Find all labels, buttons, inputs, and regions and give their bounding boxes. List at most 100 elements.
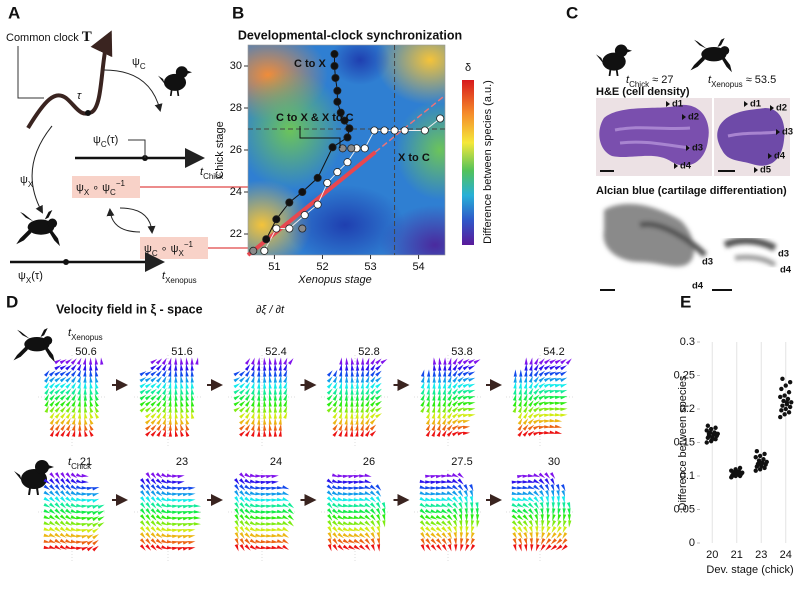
velocity-arrow xyxy=(44,399,49,407)
velocity-arrow xyxy=(156,418,162,425)
velocity-arrow xyxy=(360,405,364,413)
velocity-arrow xyxy=(182,523,191,527)
velocity-arrow xyxy=(348,492,356,496)
velocity-arrow xyxy=(94,399,99,407)
velocity-arrow xyxy=(464,502,468,510)
velocity-arrow xyxy=(266,475,274,479)
data-point xyxy=(713,436,718,442)
velocity-arrow xyxy=(344,429,348,437)
velocity-arrow xyxy=(54,472,61,479)
velocity-arrow xyxy=(185,357,189,365)
velocity-arrow xyxy=(59,526,67,533)
velocity-arrow xyxy=(432,393,436,401)
velocity-arrow xyxy=(89,405,94,413)
frog-icon xyxy=(13,328,55,363)
velocity-arrow xyxy=(43,484,51,490)
text: Common clock xyxy=(6,32,82,44)
velocity-arrow xyxy=(54,406,61,413)
velocity-arrow xyxy=(145,544,152,551)
velocity-arrow xyxy=(273,381,277,389)
velocity-arrow xyxy=(162,399,167,407)
text: −1 xyxy=(116,179,126,188)
velocity-arrow xyxy=(358,521,366,526)
velocity-arrow xyxy=(541,532,546,540)
psi-x-tau-label: ψX(τ) xyxy=(18,270,43,285)
velocity-arrow xyxy=(92,492,100,497)
velocity-arrow xyxy=(342,509,351,513)
clock-curve xyxy=(26,30,113,130)
velocity-arrow xyxy=(364,479,372,483)
limb-tissue xyxy=(717,108,785,166)
velocity-arrow xyxy=(462,371,470,377)
velocity-arrow xyxy=(556,490,560,498)
velocity-arrow xyxy=(457,407,465,413)
velocity-arrow xyxy=(359,544,366,551)
velocity-arrow xyxy=(446,418,453,425)
velocity-arrow xyxy=(156,423,162,431)
velocity-arrow xyxy=(156,364,163,371)
velocity-arrow xyxy=(446,502,454,509)
velocity-arrow xyxy=(426,387,430,395)
velocity-arrow xyxy=(468,383,476,388)
velocity-arrow xyxy=(437,393,441,401)
velocity-arrow xyxy=(150,502,157,509)
velocity-arrow xyxy=(468,377,476,382)
velocity-arrow xyxy=(54,478,61,485)
velocity-arrow xyxy=(233,389,241,395)
velocity-arrow xyxy=(551,526,557,534)
velocity-arrow xyxy=(60,484,66,491)
velocity-arrow xyxy=(251,423,255,431)
velocity-arrow xyxy=(350,369,354,377)
velocity-arrow xyxy=(244,376,251,383)
heat xyxy=(248,70,345,190)
velocity-arrow xyxy=(360,429,364,437)
velocity-arrow xyxy=(145,430,152,437)
psi-c-tau-label: ψC(τ) xyxy=(93,134,118,149)
velocity-arrow xyxy=(156,394,162,401)
velocity-arrow xyxy=(365,411,370,419)
velocity-arrow xyxy=(182,541,191,545)
velocity-arrow xyxy=(451,431,459,437)
velocity-arrow xyxy=(435,509,443,514)
velocity-arrow xyxy=(89,369,93,377)
velocity-arrow xyxy=(260,528,268,532)
velocity-arrow xyxy=(54,502,61,509)
velocity-arrow xyxy=(332,381,338,389)
velocity-arrow xyxy=(420,381,425,389)
velocity-arrow xyxy=(86,522,94,527)
velocity-arrow xyxy=(95,363,99,371)
velocity-arrow xyxy=(377,544,381,552)
velocity-arrow xyxy=(338,375,343,383)
velocity-arrow xyxy=(239,538,245,546)
velocity-arrow xyxy=(180,369,184,377)
velocity-arrow xyxy=(447,538,452,546)
velocity-arrow xyxy=(364,508,372,514)
velocity-arrow xyxy=(332,430,338,437)
velocity-arrow xyxy=(432,363,437,371)
velocity-arrow xyxy=(517,417,523,425)
velocity-arrow xyxy=(65,406,71,413)
velocity-arrow xyxy=(452,400,459,407)
velocity-arrow xyxy=(54,365,62,371)
velocity-arrow xyxy=(430,515,438,520)
velocity-arrow xyxy=(375,508,381,516)
velocity-arrow xyxy=(244,484,252,490)
velocity-arrow xyxy=(100,357,104,365)
velocity-arrow xyxy=(518,381,522,389)
velocity-arrow xyxy=(350,357,354,365)
velocity-arrow xyxy=(145,400,152,407)
velocity-arrow xyxy=(172,486,180,490)
velocity-arrow xyxy=(533,370,539,377)
velocity-arrow xyxy=(540,508,544,516)
velocity-arrow xyxy=(239,406,246,413)
velocity-arrow xyxy=(376,538,380,546)
panel-label: E xyxy=(680,292,691,311)
velocity-arrow xyxy=(60,429,66,437)
velocity-arrow xyxy=(538,358,545,365)
velocity-arrow xyxy=(249,497,257,502)
velocity-arrow xyxy=(156,376,162,383)
velocity-arrow xyxy=(348,480,356,485)
velocity-arrow xyxy=(350,387,354,395)
velocity-arrow xyxy=(331,485,340,490)
